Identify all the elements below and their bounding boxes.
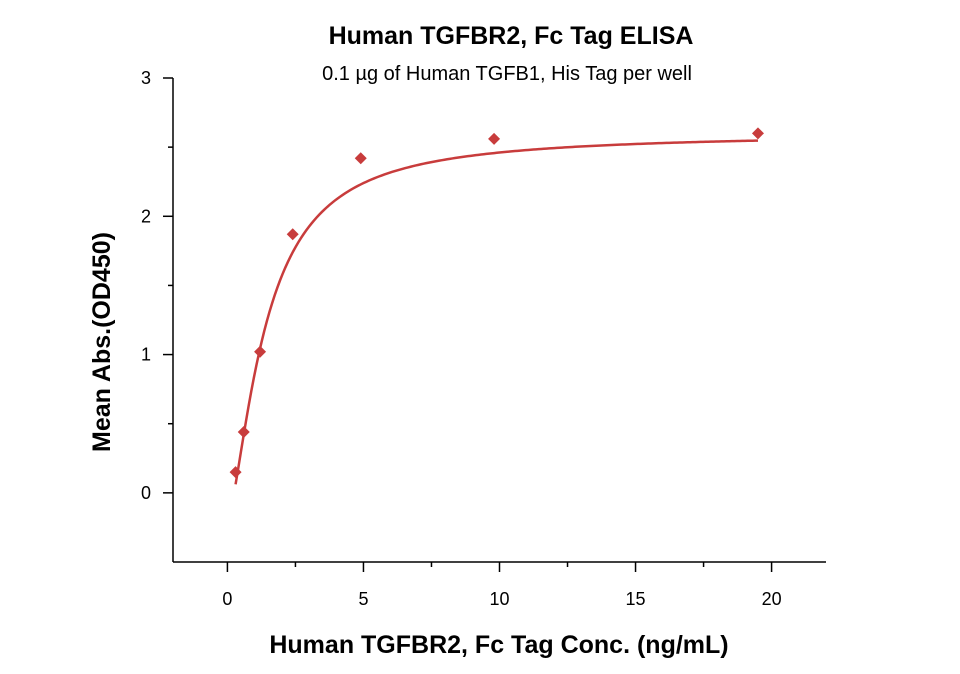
data-point-diamond	[488, 132, 501, 145]
x-axis-label: Human TGFBR2, Fc Tag Conc. (ng/mL)	[269, 631, 728, 659]
y-tick-label: 2	[141, 206, 151, 226]
data-point-diamond	[237, 426, 250, 439]
chart-title: Human TGFBR2, Fc Tag ELISA	[329, 22, 694, 50]
data-point-diamond	[751, 127, 764, 140]
x-tick-label: 0	[222, 589, 232, 609]
y-tick-label: 3	[141, 68, 151, 88]
x-tick-label: 15	[626, 589, 646, 609]
x-tick-label: 5	[358, 589, 368, 609]
data-point-diamond	[354, 152, 367, 165]
fit-curve-line	[234, 139, 759, 485]
chart-subtitle: 0.1 µg of Human TGFB1, His Tag per well	[322, 63, 692, 85]
y-ticks: 0 1 2 3	[141, 68, 173, 503]
y-tick-label: 0	[141, 483, 151, 503]
data-points-layer	[229, 127, 764, 479]
data-point-diamond	[229, 466, 242, 479]
y-axis-label: Mean Abs.(OD450)	[88, 232, 116, 452]
y-tick-label: 1	[141, 345, 151, 365]
data-point-diamond	[286, 228, 299, 241]
x-tick-label: 10	[489, 589, 509, 609]
x-tick-label: 20	[762, 589, 782, 609]
fit-curve-layer	[234, 139, 759, 485]
x-ticks: 0 5 10 15 20	[222, 562, 782, 609]
data-point-diamond	[254, 345, 267, 358]
